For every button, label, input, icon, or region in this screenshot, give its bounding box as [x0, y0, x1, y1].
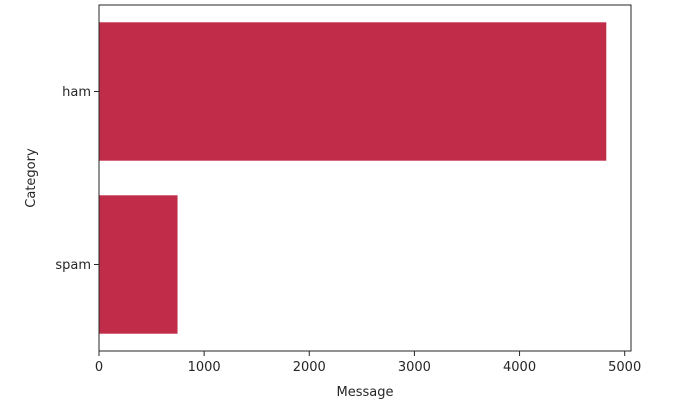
x-tick-label: 0: [95, 360, 103, 375]
plot-frame: [98, 4, 632, 352]
y-tick-label: spam: [55, 258, 91, 273]
x-tick-label: 3000: [398, 360, 431, 375]
x-ticks-layer: 0 1000 2000 3000 4000 5000: [95, 351, 641, 375]
y-axis-title: Category: [24, 148, 39, 208]
x-axis-title: Message: [337, 385, 394, 400]
x-tick-label: 5000: [608, 360, 641, 375]
x-tick-label: 2000: [293, 360, 326, 375]
y-ticks-layer: ham spam: [55, 85, 99, 273]
x-tick-label: 4000: [503, 360, 536, 375]
y-tick-label: ham: [62, 85, 91, 100]
bars-layer: [99, 22, 607, 334]
x-tick-label: 1000: [188, 360, 221, 375]
bar-spam: [99, 195, 178, 334]
bar-ham: [99, 22, 607, 161]
